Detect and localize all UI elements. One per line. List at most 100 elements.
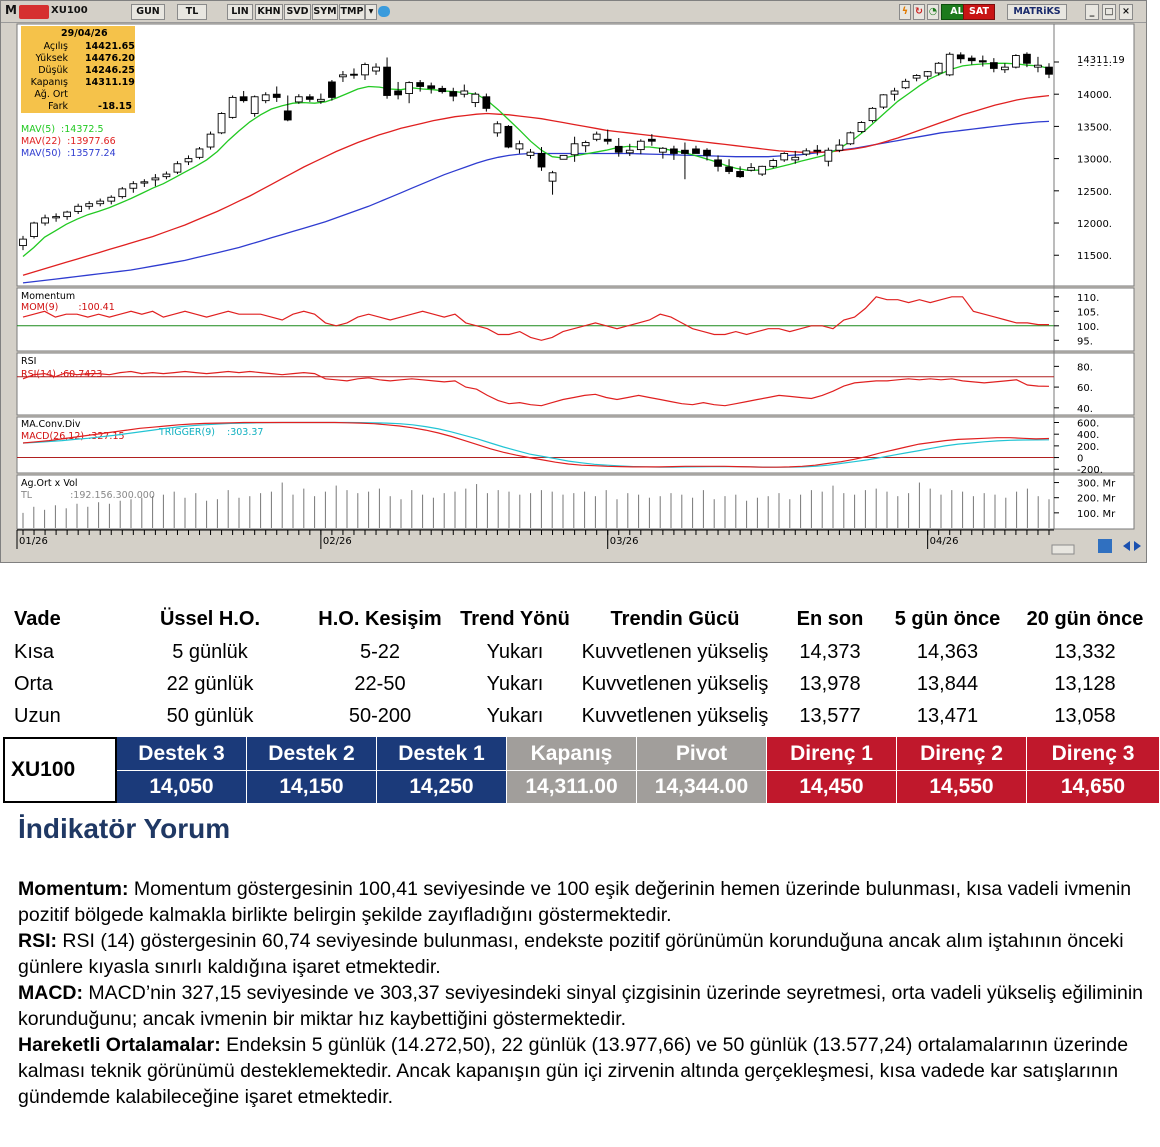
table-row: Uzun 50 günlük 50-200 Yukarı Kuvvetlenen… xyxy=(0,700,1160,732)
header-cell: Vade xyxy=(14,607,61,630)
volume-label: TL:192.156.300.000 xyxy=(20,490,155,501)
level-destek-3: Destek 3 14,050 xyxy=(117,737,247,803)
toolbar-button-5[interactable]: SYM xyxy=(312,4,338,20)
ohlc-rows: Açılış 14421.65 Yüksek 14476.20 Düşük 14… xyxy=(31,41,136,112)
level-direnc-3: Direnç 3 14,650 xyxy=(1027,737,1159,803)
candle-body xyxy=(438,87,447,93)
candle-body xyxy=(294,96,303,103)
header-cell: H.O. Kesişim xyxy=(318,607,442,630)
ohlc-value: 14421.65 xyxy=(85,41,135,52)
table-cell: 50-200 xyxy=(348,704,412,727)
candle-body xyxy=(74,205,83,212)
volume-title: Ag.Ort x Vol xyxy=(21,478,78,489)
toolbar-button-1[interactable]: TL xyxy=(177,4,207,20)
levels-band: XU100 Destek 3 14,050 Destek 2 14,150 Dest… xyxy=(3,737,1159,803)
ohlc-value: -18.15 xyxy=(98,101,132,112)
ma22-line xyxy=(22,94,1050,276)
momentum-tick-label: 105. xyxy=(1077,307,1099,318)
table-cell: 22-50 xyxy=(354,672,406,695)
level-label: Pivot xyxy=(637,737,767,771)
candle-body xyxy=(41,217,49,224)
candle-body xyxy=(405,82,413,95)
ohlc-label: Açılış xyxy=(44,41,68,52)
close-icon[interactable]: × xyxy=(1119,4,1133,20)
settings-icon[interactable] xyxy=(1098,539,1112,553)
macd-tick-label: -200. xyxy=(1077,465,1103,476)
candle-body xyxy=(636,140,645,151)
rsi-tick-label: 40. xyxy=(1077,404,1093,415)
candle-body xyxy=(350,73,358,76)
price-tick-label: 13000. xyxy=(1077,155,1112,166)
sell-button[interactable]: SAT xyxy=(963,4,995,20)
table-cell: 13,128 xyxy=(1054,672,1116,695)
macd-tick-label: 600. xyxy=(1077,419,1099,430)
candle-body xyxy=(52,216,60,219)
macd-tick-label: 0 xyxy=(1077,454,1083,465)
volume-tick-label: 200. Mr xyxy=(1077,494,1116,505)
price-tick-label: 11500. xyxy=(1077,251,1112,262)
table-cell: 50 günlük xyxy=(166,704,254,727)
momentum-tick-label: 110. xyxy=(1077,293,1099,304)
ohlc-label: Düşük xyxy=(38,65,68,76)
table-cell: Yukarı xyxy=(486,672,544,695)
prev-arrow-icon[interactable] xyxy=(1123,541,1130,551)
candle-body xyxy=(835,144,844,151)
minimize-icon[interactable]: _ xyxy=(1085,4,1099,20)
candle-body xyxy=(328,81,336,98)
toolbar-button-3[interactable]: KHN xyxy=(255,4,283,20)
toolbar-button-2[interactable]: LIN xyxy=(227,4,253,20)
commentary-momentum: Momentum: Momentum göstergesinin 100,41 … xyxy=(18,878,1132,926)
macd-line xyxy=(22,421,1050,468)
toolbar-button-0[interactable]: GUN xyxy=(131,4,165,20)
table-cell: 13,471 xyxy=(916,704,979,727)
candle-body xyxy=(526,151,535,156)
candle-body xyxy=(934,62,943,74)
price-tick-label: 14000. xyxy=(1077,90,1112,101)
table-cell: 13,978 xyxy=(799,672,861,695)
level-label: Destek 3 xyxy=(117,737,247,771)
level-direnc-2: Direnç 2 14,550 xyxy=(897,737,1027,803)
refresh-icon[interactable]: ↻ xyxy=(913,4,925,20)
ohlc-date: 29/04/26 xyxy=(61,28,108,39)
toolbar-button-6[interactable]: TMP xyxy=(339,4,365,20)
maximize-icon[interactable]: □ xyxy=(1102,4,1116,20)
scroll-left-icon[interactable] xyxy=(1051,544,1075,555)
chevron-down-icon[interactable]: ▾ xyxy=(365,4,377,20)
candle-body xyxy=(85,203,94,207)
table-cell: 14,363 xyxy=(916,640,979,663)
candle-body xyxy=(989,62,998,69)
candle-body xyxy=(769,160,778,167)
level-value: 14,150 xyxy=(247,771,377,803)
last-price-tag xyxy=(1069,53,1129,65)
volume-tick-label: 300. Mr xyxy=(1077,479,1116,490)
candle-body xyxy=(217,113,226,134)
candle-body xyxy=(339,74,347,78)
candle-body xyxy=(372,66,380,72)
level-kapanis: Kapanış 14,311.00 xyxy=(507,737,637,803)
lightning-icon[interactable]: ϟ xyxy=(899,4,911,20)
level-destek-2: Destek 2 14,150 xyxy=(247,737,377,803)
matriks-logo-icon xyxy=(19,5,49,19)
rsi-line xyxy=(22,370,1050,407)
trend-table-header: Vade Üssel H.O. H.O. Kesişim Trend Yönü … xyxy=(0,602,1160,636)
candle-body xyxy=(471,93,480,104)
level-value: 14,650 xyxy=(1027,771,1159,803)
candle-body xyxy=(30,222,38,238)
momentum-tick-label: 100. xyxy=(1077,322,1099,333)
candle-body xyxy=(272,93,281,98)
candle-body xyxy=(394,90,402,96)
macd-tick-label: 400. xyxy=(1077,430,1099,441)
toolbar-button-4[interactable]: SVD xyxy=(284,4,311,20)
x-tick-label: 04/26 xyxy=(930,536,959,547)
clock-icon[interactable]: ◔ xyxy=(927,4,939,20)
candle-body xyxy=(780,153,789,161)
candle-body xyxy=(504,125,513,148)
commentary-body: Momentum: Momentum göstergesinin 100,41 … xyxy=(18,876,1143,1110)
ohlc-box xyxy=(21,26,135,113)
x-axis: 01/26 02/26 03/26 04/26 xyxy=(16,529,1054,549)
price-tick-label: 12500. xyxy=(1077,187,1112,198)
next-arrow-icon[interactable] xyxy=(1134,541,1141,551)
twitter-icon[interactable] xyxy=(378,6,390,17)
header-cell: Üssel H.O. xyxy=(159,607,261,630)
level-pivot: Pivot 14,344.00 xyxy=(637,737,767,803)
